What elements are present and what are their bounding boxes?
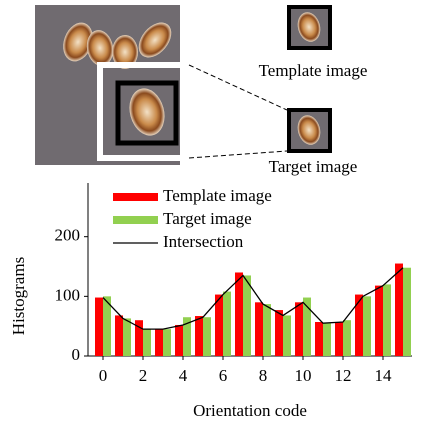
x-tick-label: 8 [259,366,268,385]
bar [403,268,411,356]
x-tick-label: 6 [219,366,228,385]
x-tick-label: 4 [179,366,188,385]
bar [215,295,223,356]
bar [275,310,283,356]
legend-label: Intersection [163,232,244,251]
bar [375,286,383,356]
legend-swatch [113,193,158,201]
legend-label: Template image [163,186,272,205]
bar [355,295,363,356]
bar [143,329,151,356]
microscope-image [35,5,189,165]
x-tick-label: 0 [99,366,108,385]
y-tick-label: 200 [55,226,81,245]
bar [195,316,203,356]
bar [255,302,263,356]
target-label: Target image [269,157,358,176]
bar [243,275,251,356]
bar [163,329,171,356]
bar [363,296,371,356]
figure: Template image Target image Histograms O… [0,0,429,428]
bar [115,315,123,356]
bar [223,292,231,356]
x-axis-label: Orientation code [193,401,307,420]
template-label: Template image [259,61,368,80]
x-tick-label: 2 [139,366,148,385]
bar [335,322,343,356]
bar [323,323,331,356]
template-thumbnail [289,7,330,48]
bar [283,315,291,356]
bar [263,304,271,356]
bar [235,272,243,356]
x-tick-label: 12 [335,366,352,385]
bar [295,302,303,356]
bar [343,320,351,356]
legend-label: Target image [163,209,252,228]
x-tick-label: 10 [295,366,312,385]
bar [175,325,183,356]
bar [155,329,163,356]
bar [315,322,323,356]
target-thumbnail [289,110,330,151]
y-axis-label: Histograms [9,257,28,335]
x-tick-label: 14 [375,366,393,385]
bar [203,317,211,356]
bar [95,298,103,356]
bar [123,318,131,356]
legend-swatch [113,216,158,224]
bar [395,264,403,356]
y-tick-label: 100 [55,285,81,304]
bar [383,284,391,356]
y-tick-label: 0 [72,345,81,364]
